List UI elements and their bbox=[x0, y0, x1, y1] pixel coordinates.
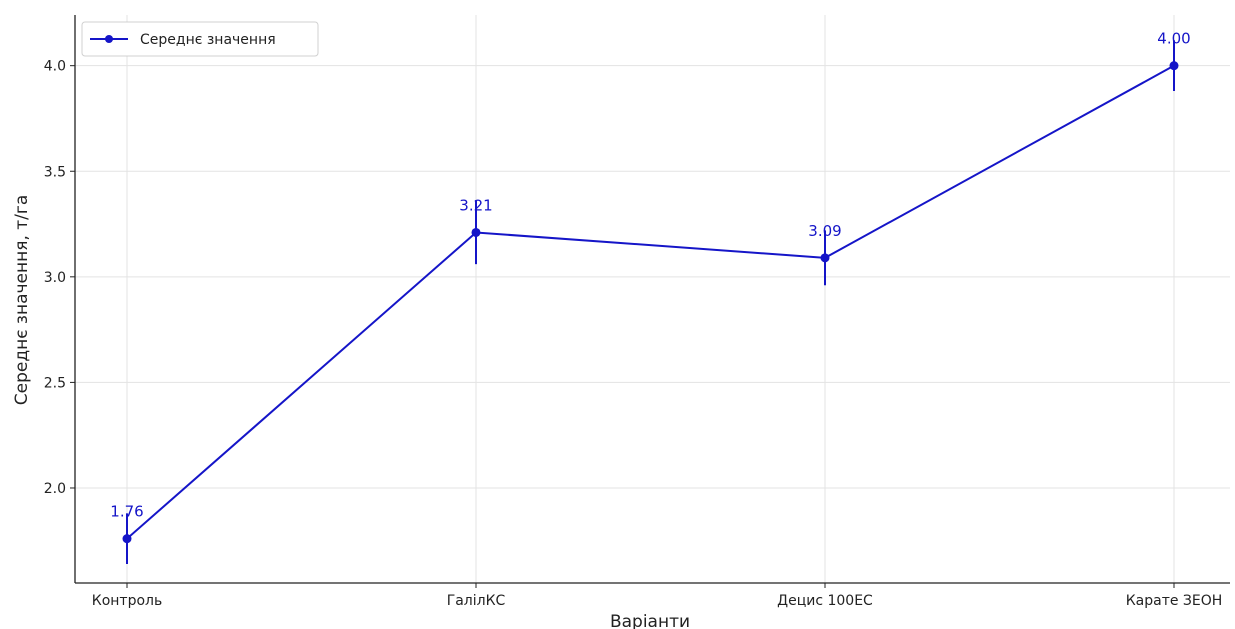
y-tick-label: 2.5 bbox=[44, 375, 66, 391]
y-tick-label: 4.0 bbox=[44, 59, 66, 75]
x-ticks: Контроль ГалілКС Децис 100ЕС Карате ЗЕОН bbox=[92, 583, 1223, 609]
legend-box bbox=[81, 21, 319, 57]
series-group: 1.76 3.21 3.09 4.00 bbox=[110, 30, 1191, 564]
x-tick-label: Карате ЗЕОН bbox=[1126, 593, 1223, 609]
legend-marker-swatch bbox=[105, 35, 113, 43]
y-axis-label: Середнє значення, т/га bbox=[12, 195, 32, 406]
data-label: 3.09 bbox=[808, 222, 841, 240]
legend: Середнє значення bbox=[81, 21, 319, 57]
axes bbox=[74, 15, 1230, 584]
y-tick-label: 3.0 bbox=[44, 270, 66, 286]
y-ticks: 2.0 2.5 3.0 3.5 4.0 bbox=[44, 59, 75, 497]
x-tick-label: ГалілКС bbox=[447, 593, 506, 609]
data-point bbox=[122, 534, 132, 544]
data-point bbox=[471, 227, 481, 237]
x-tick-label: Контроль bbox=[92, 593, 162, 609]
y-tick-label: 3.5 bbox=[44, 164, 66, 180]
x-axis-label: Варіанти bbox=[610, 612, 690, 629]
data-label: 3.21 bbox=[459, 196, 492, 214]
data-label: 1.76 bbox=[110, 503, 143, 521]
legend-entry-label: Середнє значення bbox=[140, 32, 276, 48]
data-point bbox=[820, 253, 830, 263]
data-point bbox=[1169, 61, 1179, 71]
y-tick-label: 2.0 bbox=[44, 481, 66, 497]
grid-lines bbox=[75, 15, 1230, 583]
x-tick-label: Децис 100ЕС bbox=[777, 593, 873, 609]
series-line bbox=[126, 64, 1175, 540]
data-label: 4.00 bbox=[1157, 30, 1190, 48]
